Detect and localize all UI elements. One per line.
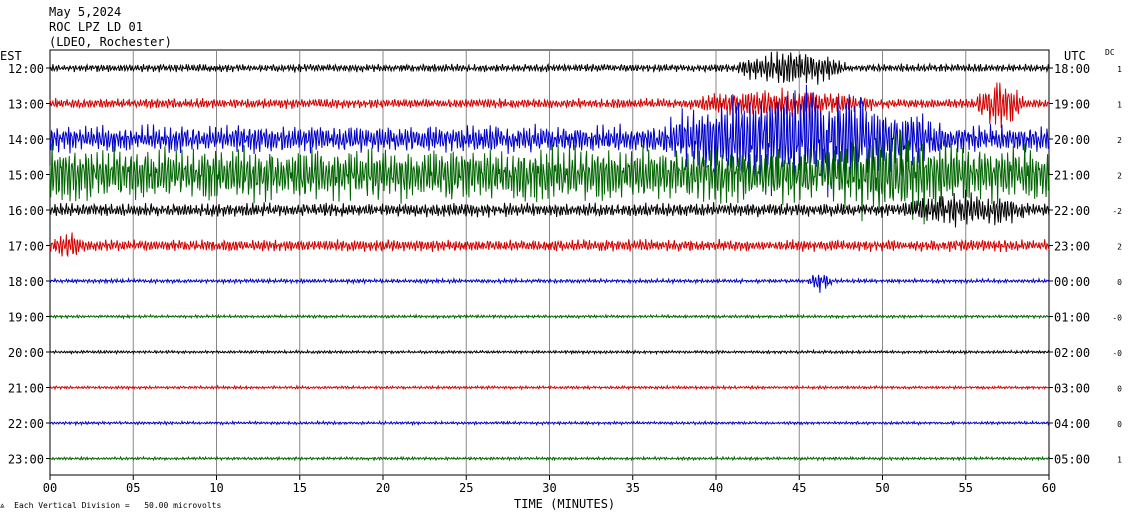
- est-time-label: 21:00: [8, 382, 44, 396]
- dc-offset-label: 0: [1117, 278, 1122, 287]
- dc-offset-label: 1: [1117, 65, 1122, 74]
- est-time-label: 23:00: [8, 453, 44, 467]
- utc-time-label: 05:00: [1054, 453, 1090, 467]
- utc-time-label: 01:00: [1054, 311, 1090, 325]
- est-time-label: 15:00: [8, 169, 44, 183]
- x-tick-label: 10: [209, 481, 223, 495]
- utc-time-label: 04:00: [1054, 417, 1090, 431]
- seismic-trace-1200: [49, 51, 1050, 85]
- est-time-label: 20:00: [8, 346, 44, 360]
- dc-offset-label: 0: [1117, 385, 1122, 394]
- est-time-label: 12:00: [8, 62, 44, 76]
- est-time-label: 16:00: [8, 204, 44, 218]
- network-label: (LDEO, Rochester): [49, 35, 172, 49]
- utc-time-label: 23:00: [1054, 240, 1090, 254]
- x-tick-label: 20: [376, 481, 390, 495]
- seismic-trace-2300: [49, 455, 1050, 462]
- x-tick-label: 00: [43, 481, 57, 495]
- est-time-label: 19:00: [8, 311, 44, 325]
- utc-time-label: 20:00: [1054, 133, 1090, 147]
- utc-time-label: 18:00: [1054, 62, 1090, 76]
- est-time-label: 13:00: [8, 98, 44, 112]
- est-time-label: 22:00: [8, 417, 44, 431]
- seismic-trace-1900: [49, 313, 1050, 320]
- seismic-trace-1300: [49, 82, 1050, 129]
- dc-header-label: DC: [1105, 48, 1115, 57]
- utc-time-label: 21:00: [1054, 169, 1090, 183]
- dc-offset-label: 1: [1117, 101, 1122, 110]
- station-label: ROC LPZ LD 01: [49, 20, 143, 34]
- est-time-label: 14:00: [8, 133, 44, 147]
- x-tick-label: 60: [1042, 481, 1056, 495]
- dc-offset-label: -0: [1112, 314, 1122, 323]
- x-tick-label: 30: [542, 481, 556, 495]
- seismic-trace-2000: [49, 348, 1050, 356]
- seismic-trace-2100: [49, 384, 1050, 391]
- x-tick-label: 55: [959, 481, 973, 495]
- x-tick-label: 25: [459, 481, 473, 495]
- dc-offset-label: -0: [1112, 349, 1122, 358]
- seismic-trace-1500: [49, 130, 1050, 225]
- est-axis-label: EST: [0, 49, 22, 63]
- utc-time-label: 19:00: [1054, 98, 1090, 112]
- utc-time-label: 03:00: [1054, 382, 1090, 396]
- x-tick-label: 35: [626, 481, 640, 495]
- dc-offset-label: 1: [1117, 456, 1122, 465]
- utc-time-label: 00:00: [1054, 275, 1090, 289]
- dc-offset-label: 2: [1117, 243, 1122, 252]
- x-tick-label: 05: [126, 481, 140, 495]
- seismic-trace-1600: [49, 189, 1050, 228]
- x-tick-label: 45: [792, 481, 806, 495]
- est-time-label: 18:00: [8, 275, 44, 289]
- seismic-trace-1400: [49, 84, 1050, 198]
- scale-note: ⩓ Each Vertical Division = 50.00 microvo…: [0, 501, 221, 511]
- x-tick-label: 50: [875, 481, 889, 495]
- utc-time-label: 22:00: [1054, 204, 1090, 218]
- utc-axis-label: UTC: [1064, 49, 1086, 63]
- x-tick-label: 15: [293, 481, 307, 495]
- utc-time-label: 02:00: [1054, 346, 1090, 360]
- est-time-label: 17:00: [8, 240, 44, 254]
- seismic-trace-2200: [49, 419, 1050, 427]
- dc-offset-label: 0: [1117, 420, 1122, 429]
- scale-note-text: Each Vertical Division = 50.00 microvolt…: [14, 501, 222, 510]
- x-axis-title: TIME (MINUTES): [514, 497, 616, 511]
- x-tick-label: 40: [709, 481, 723, 495]
- seismic-trace-1800: [49, 274, 1050, 293]
- dc-offset-label: 2: [1117, 136, 1122, 145]
- seismic-trace-1700: [49, 232, 1050, 258]
- dc-offset-label: -2: [1112, 207, 1122, 216]
- scale-icon: ⩓: [0, 501, 5, 510]
- date-label: May 5,2024: [49, 5, 122, 19]
- dc-offset-label: 2: [1117, 172, 1122, 181]
